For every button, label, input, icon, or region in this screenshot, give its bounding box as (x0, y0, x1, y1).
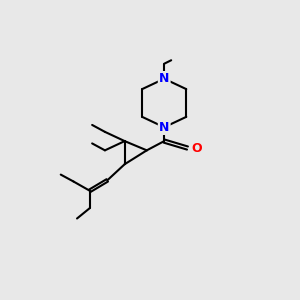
Text: O: O (192, 142, 202, 154)
Text: N: N (159, 72, 169, 85)
Text: N: N (159, 121, 169, 134)
